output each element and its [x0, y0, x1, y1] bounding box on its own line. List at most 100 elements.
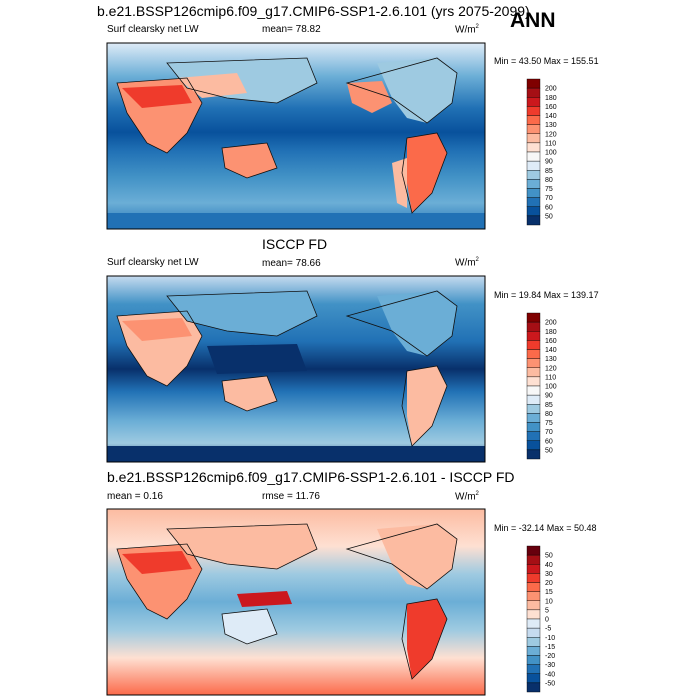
panel3-units-sup: 2: [475, 491, 479, 497]
panel3-frame: [106, 508, 486, 696]
panel2-colorbar-label: 200: [545, 320, 557, 327]
panel3-colorbar-box: [526, 646, 541, 656]
panel1-land-na: [377, 58, 457, 123]
panel3-colorbar-box: [526, 600, 541, 611]
panel2-colorbar: 200 180 160 140 130 120 110 100 90 85 80 75 70 60 50: [526, 312, 557, 460]
panel3-colorbar-label: -20: [545, 653, 555, 660]
panel2-mean: mean= 78.66: [262, 258, 321, 269]
panel2-colorbar-label: 130: [545, 356, 557, 363]
panel2-units-text: W/m: [455, 257, 476, 269]
panel3-colorbar-box: [526, 655, 541, 665]
panel1-colorbar-label: 160: [545, 104, 557, 111]
panel3-colorbar-label: 5: [545, 607, 549, 614]
panel2-colorbar-box: [526, 340, 541, 350]
panel1-land-sahara: [122, 85, 192, 108]
panel2-land-aus: [222, 376, 277, 411]
panel1-colorbar-box: [526, 215, 541, 226]
panel2-warm-pool: [207, 344, 307, 374]
panel3-colorbar-label: -50: [545, 680, 555, 687]
panel2-colorbar-label: 70: [545, 429, 553, 436]
panel3-minmax: Min = -32.14 Max = 50.48: [494, 523, 597, 533]
panel1-colorbar-label: 110: [545, 140, 556, 147]
panel1-colorbar-box: [526, 151, 541, 162]
panel3-colorbar-label: 20: [545, 580, 553, 587]
panel1-colorbar-box: [526, 206, 541, 217]
panel1-land-sa-south: [392, 158, 407, 208]
panel3-coastline: [116, 523, 458, 680]
panel2-units: W/m2: [455, 257, 479, 268]
panel3-colorbar-label: 30: [545, 571, 553, 578]
panel1-colorbar-label: 140: [545, 113, 557, 120]
panel3-colorbar-label: -15: [545, 644, 555, 651]
panel2-colorbar-label: 90: [545, 393, 553, 400]
panel2-colorbar-box: [526, 413, 541, 423]
panel1-colorbar-box: [526, 179, 541, 189]
panel2-map: [106, 275, 486, 463]
panel3-colorbar-label: -10: [545, 635, 555, 642]
panel3-colorbar-box: [526, 545, 541, 556]
panel2-colorbar-label: 50: [545, 447, 553, 454]
panel2-colorbar-label: 85: [545, 402, 553, 409]
panel3-colorbar-label: 15: [545, 589, 553, 596]
panel2-colorbar-label: 120: [545, 365, 557, 372]
panel1-colorbar-label: 75: [545, 186, 553, 193]
panel3-colorbar-box: [526, 673, 541, 684]
panel2-colorbar-box: [526, 349, 541, 359]
panel3-colorbar-box: [526, 664, 541, 674]
panel1-colorbar-label: 180: [545, 95, 557, 102]
panel2-colorbar-label: 80: [545, 411, 553, 418]
panel1-colorbar-label: 120: [545, 131, 557, 138]
panel2-colorbar-box: [526, 422, 541, 432]
panel1-colorbar-box: [526, 142, 541, 153]
panel1-units: W/m2: [455, 24, 479, 35]
panel2-colorbar-label: 60: [545, 438, 553, 445]
panel2-coastline: [116, 290, 458, 447]
panel2-colorbar-box: [526, 440, 541, 451]
panel2-colorbar-label: 100: [545, 384, 557, 391]
panel1-colorbar-box: [526, 197, 541, 207]
panel1-colorbar-label: 60: [545, 204, 553, 211]
panel1-colorbar-label: 100: [545, 150, 557, 157]
panel2-colorbar-box: [526, 321, 541, 332]
panel1-colorbar-box: [526, 133, 541, 144]
panel3-colorbar-label: -30: [545, 662, 555, 669]
panel3-land-sahara: [122, 551, 192, 574]
panel2-colorbar-box: [526, 376, 541, 387]
panel3-colorbar-box: [526, 609, 541, 620]
panel1-units-sup: 2: [475, 24, 479, 30]
panel2-title: ISCCP FD: [262, 236, 328, 252]
panel1-colorbar-label: 80: [545, 177, 553, 184]
panel3-units: W/m2: [455, 491, 479, 502]
panel2-land-sa: [407, 366, 447, 446]
panel1-colorbar-label: 130: [545, 122, 557, 129]
panel3-colorbar-box: [526, 554, 541, 565]
panel3-colorbar-box: [526, 637, 541, 647]
panel3-colorbar-box: [526, 564, 541, 574]
panel3-title: b.e21.BSSP126cmip6.f09_g17.CMIP6-SSP1-2.…: [107, 469, 515, 485]
panel3-maritime: [237, 591, 292, 607]
panel2-land-asia: [167, 291, 317, 336]
panel1-frame: [106, 42, 486, 230]
panel1-land-sa: [407, 133, 447, 213]
panel1-colorbar-label: 70: [545, 195, 553, 202]
panel1-colorbar-label: 200: [545, 86, 557, 93]
panel1-land-na-sw: [347, 81, 392, 113]
panel1-antarctic: [107, 213, 485, 229]
panel3-land-sa: [407, 599, 447, 679]
panel3-colorbar-label: 50: [545, 553, 553, 560]
panel3-colorbar-label: 0: [545, 617, 549, 624]
panel3-units-text: W/m: [455, 491, 476, 503]
panel1-colorbar-box: [526, 87, 541, 98]
panel2-colorbar-box: [526, 331, 541, 341]
panel3-colorbar-label: -5: [545, 626, 551, 633]
panel2-minmax: Min = 19.84 Max = 139.17: [494, 290, 599, 300]
panel3-land-asia: [167, 524, 317, 569]
panel2-frame: [106, 275, 486, 463]
panel3-mean: mean = 0.16: [107, 491, 163, 502]
panel2-colorbar-label: 110: [545, 374, 556, 381]
panel2-colorbar-label: 180: [545, 329, 557, 336]
panel3-colorbar-box: [526, 573, 541, 583]
panel1-coastline: [116, 57, 458, 214]
panel3-land-aus: [222, 609, 277, 644]
